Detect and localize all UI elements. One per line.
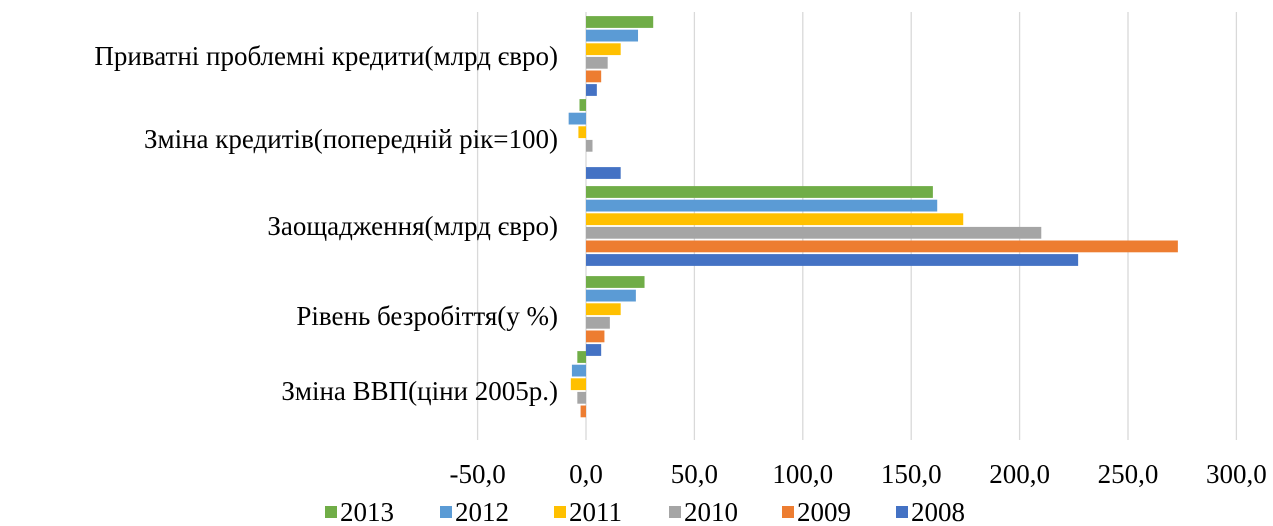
legend-swatch-2009 [782, 506, 794, 518]
legend-item-2009: 2009 [782, 497, 851, 526]
bars [568, 16, 1178, 418]
bar-2010-cat-4 [586, 56, 608, 69]
bar-2009-cat-2 [586, 240, 1178, 253]
bar-2013-cat-1 [586, 276, 645, 288]
legend-swatch-2008 [896, 506, 908, 518]
bar-2008-cat-1 [586, 344, 602, 356]
bar-2010-cat-3 [586, 139, 593, 152]
legend-label-2011: 2011 [569, 497, 622, 526]
category-label-4: Приватні проблемні кредити(млрд євро) [94, 41, 558, 71]
bar-2013-cat-0 [577, 351, 586, 363]
legend-label-2010: 2010 [684, 497, 738, 526]
legend-label-2013: 2013 [340, 497, 394, 526]
bar-2009-cat-0 [580, 405, 586, 418]
x-tick-label-2: 50,0 [671, 459, 718, 489]
bar-2010-cat-0 [577, 391, 586, 404]
x-tick-label-1: 0,0 [569, 459, 603, 489]
legend-item-2013: 2013 [325, 497, 394, 526]
bar-2010-cat-2 [586, 226, 1042, 239]
x-tick-label-0: -50,0 [449, 459, 505, 489]
legend-item-2012: 2012 [440, 497, 509, 526]
bar-2008-cat-3 [586, 167, 621, 179]
bar-2013-cat-4 [586, 16, 654, 28]
legend-label-2009: 2009 [797, 497, 851, 526]
legend-swatch-2012 [440, 506, 452, 518]
bar-2011-cat-3 [578, 126, 586, 139]
legend-label-2008: 2008 [911, 497, 965, 526]
bar-2011-cat-1 [586, 303, 621, 316]
category-labels: Зміна ВВП(ціни 2005р.) Рівень безробіття(… [94, 41, 558, 406]
bar-2010-cat-1 [586, 316, 610, 329]
x-tick-label-7: 300,0 [1206, 459, 1267, 489]
legend-item-2008: 2008 [896, 497, 965, 526]
bar-2008-cat-2 [586, 254, 1079, 266]
x-tick-labels: -50,0 0,0 50,0 100,0 150,0 200,0 250,0 300,0 [449, 459, 1266, 489]
gridlines [476, 12, 1238, 440]
x-tick-label-6: 250,0 [1098, 459, 1159, 489]
category-label-2: Заощадження(млрд євро) [267, 211, 558, 241]
category-label-1: Рівень безробіття(у %) [296, 301, 558, 331]
legend-item-2011: 2011 [554, 497, 622, 526]
bar-2011-cat-2 [586, 213, 964, 226]
bar-2011-cat-4 [586, 43, 621, 56]
bar-2012-cat-4 [586, 29, 639, 42]
legend-label-2012: 2012 [455, 497, 509, 526]
bar-2013-cat-2 [586, 186, 933, 198]
x-tick-label-4: 150,0 [881, 459, 942, 489]
x-tick-label-3: 100,0 [772, 459, 833, 489]
legend-swatch-2011 [554, 506, 566, 518]
bar-2012-cat-1 [586, 289, 636, 302]
legend: 2013 2012 2011 2010 2009 2008 [325, 497, 965, 526]
bar-2013-cat-3 [579, 99, 586, 111]
bar-2012-cat-0 [571, 364, 586, 377]
category-label-0: Зміна ВВП(ціни 2005р.) [281, 376, 558, 406]
x-tick-label-5: 200,0 [989, 459, 1050, 489]
legend-item-2010: 2010 [669, 497, 738, 526]
legend-swatch-2013 [325, 506, 337, 518]
category-label-3: Зміна кредитів(попередній рік=100) [144, 124, 558, 154]
legend-swatch-2010 [669, 506, 681, 518]
bar-2012-cat-3 [568, 112, 586, 125]
bar-2008-cat-4 [586, 84, 597, 96]
bar-2012-cat-2 [586, 199, 938, 212]
bar-2009-cat-4 [586, 70, 602, 83]
bar-2009-cat-1 [586, 330, 605, 343]
bar-2011-cat-0 [570, 378, 586, 391]
